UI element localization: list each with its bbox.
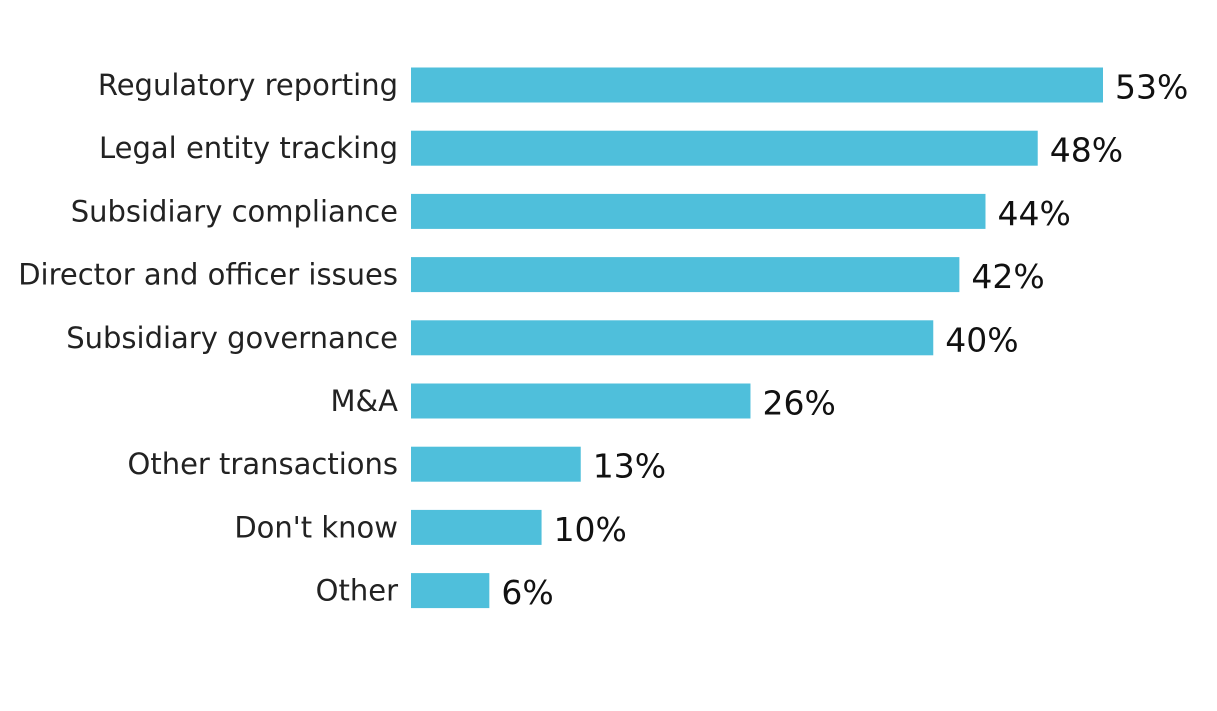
value-label-don-t-know: 10% (554, 510, 627, 549)
value-label-legal-entity-tracking: 48% (1050, 131, 1123, 170)
category-label-subsidiary-compliance: Subsidiary compliance (71, 194, 398, 228)
bar-subsidiary-governance (411, 320, 934, 356)
value-label-other-transactions: 13% (593, 447, 666, 486)
value-labels: 53% 48% 44% 42% 40% 26% 13% 10%6% (501, 68, 1188, 613)
value-label-m-a: 26% (762, 384, 835, 423)
category-label-legal-entity-tracking: Legal entity tracking (99, 131, 398, 165)
bar-regulatory-reporting (411, 67, 1103, 103)
bar-director-and-officer-issues (411, 257, 960, 293)
category-label-subsidiary-governance: Subsidiary governance (66, 321, 398, 355)
bar-other-transactions (411, 446, 581, 482)
bar-subsidiary-compliance (411, 193, 986, 229)
bar-other (411, 573, 490, 609)
category-label-director-and-officer-issues: Director and officer issues (18, 258, 398, 292)
category-label-m-a: M&A (331, 384, 399, 418)
value-label-other: 6% (501, 573, 553, 612)
bar-legal-entity-tracking (411, 130, 1038, 166)
value-label-director-and-officer-issues: 42% (971, 257, 1044, 296)
bar-m-a (411, 383, 751, 419)
value-label-subsidiary-governance: 40% (945, 320, 1018, 359)
category-label-other: Other (316, 574, 398, 608)
category-label-regulatory-reporting: Regulatory reporting (98, 68, 398, 102)
category-label-don-t-know: Don't know (234, 510, 398, 544)
value-label-regulatory-reporting: 53% (1115, 68, 1188, 107)
bars (411, 67, 1103, 609)
value-label-subsidiary-compliance: 44% (997, 194, 1070, 233)
category-label-other-transactions: Other transactions (128, 447, 399, 481)
bar-don-t-know (411, 509, 542, 545)
category-labels: Regulatory reporting Legal entity trackin… (18, 68, 398, 608)
